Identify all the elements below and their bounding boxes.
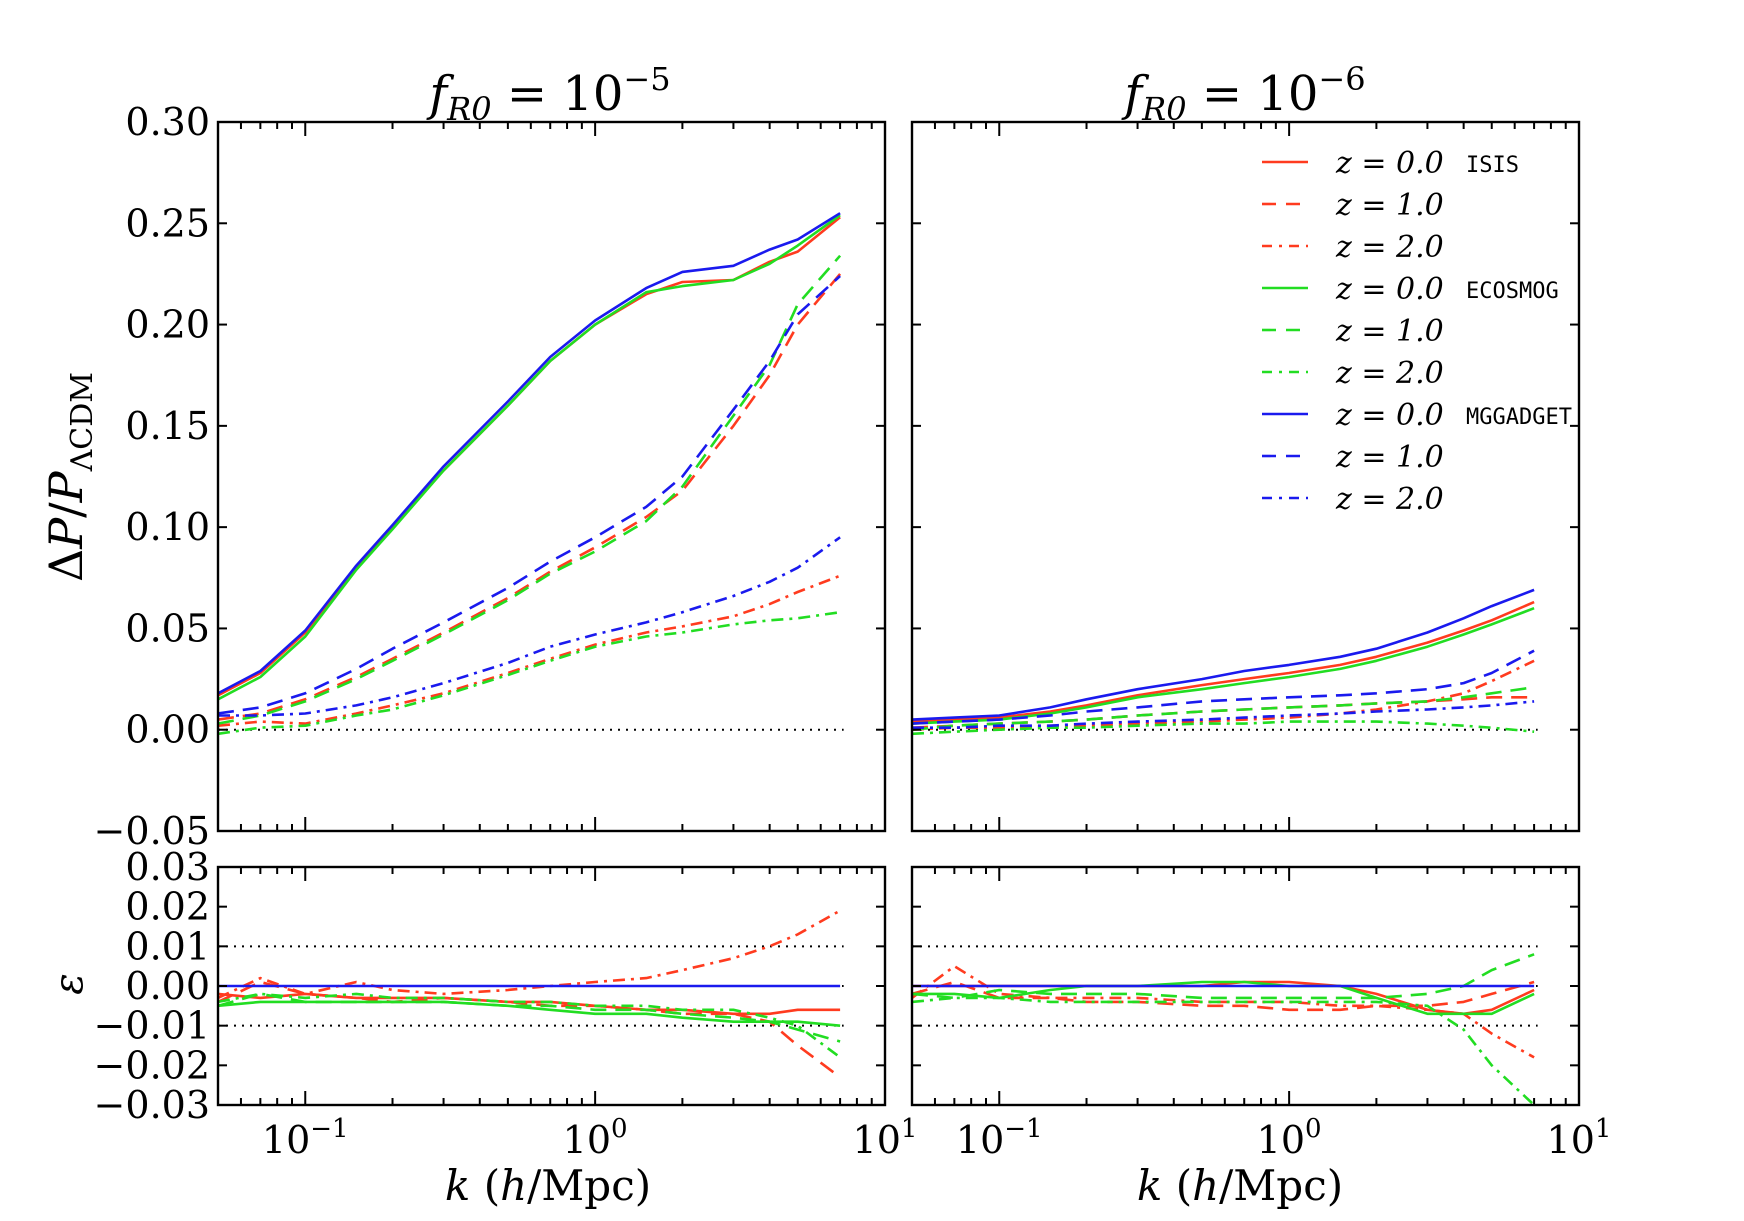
panel-title-right: fR0 = 10−6 xyxy=(1121,60,1365,128)
y-axis-label-bottom: ε xyxy=(46,973,92,994)
main-axes xyxy=(910,120,1581,833)
y-tick-label: 0.01 xyxy=(125,924,210,968)
y-tick-label: 0.10 xyxy=(125,505,210,549)
series-ecosmog-z2 xyxy=(912,720,1535,736)
x-tick-label: 101 xyxy=(853,1114,918,1162)
y-tick-label: 0.25 xyxy=(125,201,210,245)
main-frame xyxy=(910,120,1581,833)
y-tick-label: 0.00 xyxy=(125,708,210,752)
legend-label: z = 0.0 xyxy=(1335,272,1444,307)
x-tick-label: 101 xyxy=(1547,1114,1612,1162)
legend-label: z = 0.0 xyxy=(1335,398,1444,433)
series-isis-z2 xyxy=(218,909,841,1000)
main-series xyxy=(218,212,842,736)
legend-label: z = 1.0 xyxy=(1335,314,1444,349)
x-tick-label: 10−1 xyxy=(262,1114,349,1162)
legend-code: ECOSMOG xyxy=(1466,279,1559,304)
series-isis-z2 xyxy=(912,659,1535,731)
legend-label: z = 0.0 xyxy=(1335,146,1444,181)
legend-entry: z = 0.0 MGGADGET xyxy=(1262,398,1572,433)
y-axis-label-top: ΔP/PΛCDM xyxy=(39,372,100,582)
series-ecosmog-z2 xyxy=(218,992,841,1059)
series-mggadget-z0 xyxy=(912,588,1535,721)
series-ecosmog-z0 xyxy=(218,214,841,701)
series-isis-z1 xyxy=(912,695,1535,729)
series-ecosmog-z1 xyxy=(912,685,1535,731)
legend-label: z = 2.0 xyxy=(1335,230,1444,265)
y-tick-label: −0.05 xyxy=(94,809,210,853)
legend-code: MGGADGET xyxy=(1466,405,1572,430)
series-isis-z0 xyxy=(912,600,1535,723)
y-tick-label: 0.00 xyxy=(125,964,210,1008)
series-ecosmog-z1 xyxy=(912,953,1535,1000)
series-isis-z2 xyxy=(218,574,841,727)
legend-entry: z = 1.0 xyxy=(1262,440,1444,475)
x-tick-label: 100 xyxy=(563,1114,628,1162)
legend-entry: z = 1.0 xyxy=(1262,188,1444,223)
main-axes: −0.05 0.00 0.05 0.10 0.15 0.20 0.25 0.30 xyxy=(94,100,887,853)
series-ecosmog-z1 xyxy=(218,254,842,725)
legend-entry: z = 2.0 xyxy=(1262,482,1444,517)
series-isis-z1 xyxy=(218,980,841,1079)
legend-code: ISIS xyxy=(1466,153,1519,178)
y-tick-label: 0.03 xyxy=(125,845,210,889)
main-frame xyxy=(216,120,887,833)
legend-entry: z = 0.0 ECOSMOG xyxy=(1262,272,1559,307)
ratio-series xyxy=(218,909,841,1079)
main-series xyxy=(912,588,1535,736)
x-axis-label-right: k (h/Mpc) xyxy=(1137,1161,1343,1210)
series-mggadget-z1 xyxy=(912,649,1535,725)
panel-fr0-1e-6: 10−1 100 101 xyxy=(910,120,1612,1162)
legend-entry: z = 0.0 ISIS xyxy=(1262,146,1519,181)
y-tick-label: 0.20 xyxy=(125,303,210,347)
y-tick-label: 0.02 xyxy=(125,885,210,929)
ratio-series xyxy=(912,953,1535,1105)
y-tick-label: 0.15 xyxy=(125,404,210,448)
series-mggadget-z0 xyxy=(218,212,841,695)
x-tick-label: 10−1 xyxy=(956,1114,1043,1162)
panel-fr0-1e-5: −0.050.000.050.100.150.200.250.30−0.03−0… xyxy=(94,100,918,1162)
y-tick-label: 0.30 xyxy=(125,100,210,144)
series-mggadget-z1 xyxy=(218,275,841,715)
series-ecosmog-z1 xyxy=(218,992,841,1043)
y-tick-label: −0.03 xyxy=(94,1083,210,1127)
series-ecosmog-z0 xyxy=(912,980,1535,1016)
series-ecosmog-z0 xyxy=(912,606,1535,725)
series-ecosmog-z2 xyxy=(912,996,1535,1105)
y-tick-label: −0.02 xyxy=(94,1043,210,1087)
ratio-axes xyxy=(910,865,1581,1107)
series-isis-z1 xyxy=(218,273,842,721)
legend-entry: z = 1.0 xyxy=(1262,314,1444,349)
legend-label: z = 2.0 xyxy=(1335,356,1444,391)
series-isis-z2 xyxy=(912,964,1535,1059)
x-axis-label-left: k (h/Mpc) xyxy=(445,1161,651,1210)
series-isis-z1 xyxy=(912,980,1535,1012)
panel-title-left: fR0 = 10−5 xyxy=(426,60,670,128)
y-tick-label: −0.01 xyxy=(94,1004,210,1048)
legend-entry: z = 2.0 xyxy=(1262,356,1444,391)
y-tick-label: 0.05 xyxy=(125,606,210,650)
legend-entry: z = 2.0 xyxy=(1262,230,1444,265)
legend-label: z = 1.0 xyxy=(1335,188,1444,223)
series-mggadget-z2 xyxy=(912,700,1535,730)
series-isis-z0 xyxy=(218,992,841,1016)
legend-label: z = 2.0 xyxy=(1335,482,1444,517)
x-tick-label: 100 xyxy=(1257,1114,1322,1162)
ratio-axes: −0.03−0.02−0.010.000.010.020.03 xyxy=(94,845,887,1127)
legend-label: z = 1.0 xyxy=(1335,440,1444,475)
